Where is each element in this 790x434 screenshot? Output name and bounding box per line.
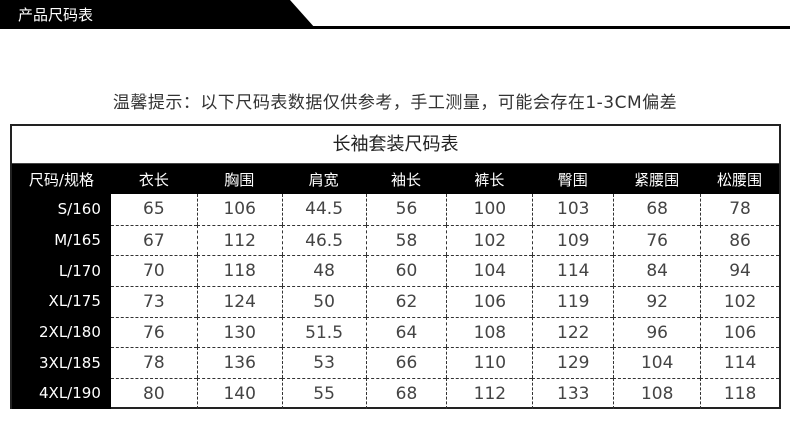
table-cell: 68 xyxy=(613,194,700,225)
column-header: 胸围 xyxy=(224,170,255,189)
table-cell: 140 xyxy=(196,378,282,409)
table-row: L/170 70 118 48 60 104 114 84 94 xyxy=(12,255,779,287)
table-cell: 119 xyxy=(532,286,614,317)
table-cell: 106 xyxy=(196,194,282,225)
table-header-row: 尺码/规格 衣长 胸围 肩宽 袖长 裤长 臀围 紧腰围 松腰围 xyxy=(12,164,779,194)
column-header: 尺码/规格 xyxy=(28,170,94,189)
table-cell: 112 xyxy=(446,378,533,409)
table-cell: 86 xyxy=(700,224,779,256)
table-cell: 48 xyxy=(281,255,366,287)
table-cell: 73 xyxy=(110,286,197,317)
size-label: 3XL/185 xyxy=(12,347,111,379)
table-cell: 44.5 xyxy=(281,194,366,225)
column-header: 松腰围 xyxy=(717,170,763,189)
table-cell: 108 xyxy=(613,378,701,409)
column-header: 裤长 xyxy=(474,170,505,189)
table-title: 长袖套装尺码表 xyxy=(12,126,779,164)
size-label: L/170 xyxy=(12,255,111,287)
table-cell: 112 xyxy=(196,224,282,256)
table-cell: 136 xyxy=(196,347,282,379)
table-cell: 118 xyxy=(700,378,779,409)
table-cell: 100 xyxy=(446,194,532,225)
size-label: S/160 xyxy=(12,194,111,225)
table-cell: 118 xyxy=(196,255,282,287)
table-cell: 78 xyxy=(110,347,197,378)
column-header: 肩宽 xyxy=(308,170,339,189)
section-banner: 产品尺码表 xyxy=(0,0,315,28)
table-cell: 55 xyxy=(281,378,366,409)
table-cell: 64 xyxy=(365,316,447,348)
table-cell: 108 xyxy=(446,316,533,348)
table-cell: 106 xyxy=(700,316,779,348)
table-cell: 66 xyxy=(365,347,447,379)
table-cell: 96 xyxy=(613,316,701,348)
table-cell: 67 xyxy=(110,224,197,256)
table-cell: 51.5 xyxy=(281,316,366,348)
table-cell: 50 xyxy=(281,286,366,317)
column-header: 袖长 xyxy=(390,170,421,189)
table-cell: 124 xyxy=(196,286,282,317)
table-cell: 106 xyxy=(446,286,533,317)
table-row: S/160 65 106 44.5 56 100 103 68 78 xyxy=(12,194,779,225)
table-body: S/160 65 106 44.5 56 100 103 68 78 M/165 67 112 46.5… xyxy=(12,194,779,409)
table-cell: 104 xyxy=(446,255,533,287)
table-cell: 114 xyxy=(700,347,779,379)
table-cell: 114 xyxy=(532,255,614,287)
table-cell: 102 xyxy=(446,224,533,256)
table-cell: 56 xyxy=(365,194,447,225)
column-header: 衣长 xyxy=(138,170,169,189)
table-cell: 53 xyxy=(281,347,366,379)
size-label: 4XL/190 xyxy=(12,378,111,409)
table-cell: 129 xyxy=(532,347,614,379)
table-cell: 76 xyxy=(110,316,197,348)
table-row: XL/175 73 124 50 62 106 119 92 102 xyxy=(12,286,779,317)
table-cell: 102 xyxy=(700,286,779,317)
table-row: 2XL/180 76 130 51.5 64 108 122 96 106 xyxy=(12,316,779,348)
table-cell: 70 xyxy=(110,255,197,286)
table-cell: 92 xyxy=(613,286,701,317)
table-cell: 84 xyxy=(613,255,701,287)
size-chart-table: 长袖套装尺码表 尺码/规格 衣长 胸围 肩宽 袖长 裤长 臀围 紧腰围 松腰围 S/160 65 1… xyxy=(10,124,781,409)
table-cell: 109 xyxy=(532,224,614,256)
table-row: 3XL/185 78 136 53 66 110 129 104 114 xyxy=(12,347,779,379)
section-title: 产品尺码表 xyxy=(18,6,94,24)
table-cell: 78 xyxy=(700,194,779,225)
column-header: 紧腰围 xyxy=(634,170,680,189)
size-label: 2XL/180 xyxy=(12,316,111,348)
table-cell: 68 xyxy=(365,378,447,409)
table-cell: 130 xyxy=(196,316,282,348)
banner-divider xyxy=(0,26,790,29)
table-cell: 133 xyxy=(532,378,614,409)
table-cell: 122 xyxy=(532,316,614,348)
table-cell: 46.5 xyxy=(281,224,366,256)
measurement-hint: 温馨提示：以下尺码表数据仅供参考，手工测量，可能会存在1-3CM偏差 xyxy=(112,93,678,113)
table-cell: 94 xyxy=(700,255,779,287)
table-row: M/165 67 112 46.5 58 102 109 76 86 xyxy=(12,224,779,256)
table-cell: 103 xyxy=(532,194,613,225)
table-cell: 104 xyxy=(613,347,701,379)
table-cell: 80 xyxy=(110,378,197,409)
size-label: M/165 xyxy=(12,224,111,256)
table-cell: 65 xyxy=(143,199,165,220)
column-header: 臀围 xyxy=(557,170,588,189)
table-cell: 76 xyxy=(613,224,701,256)
table-cell: 58 xyxy=(365,224,447,256)
size-label: XL/175 xyxy=(12,286,111,317)
table-cell: 110 xyxy=(446,347,533,379)
table-cell: 62 xyxy=(365,286,447,317)
table-cell: 60 xyxy=(365,255,447,287)
table-row: 4XL/190 80 140 55 68 112 133 108 118 xyxy=(12,378,779,409)
